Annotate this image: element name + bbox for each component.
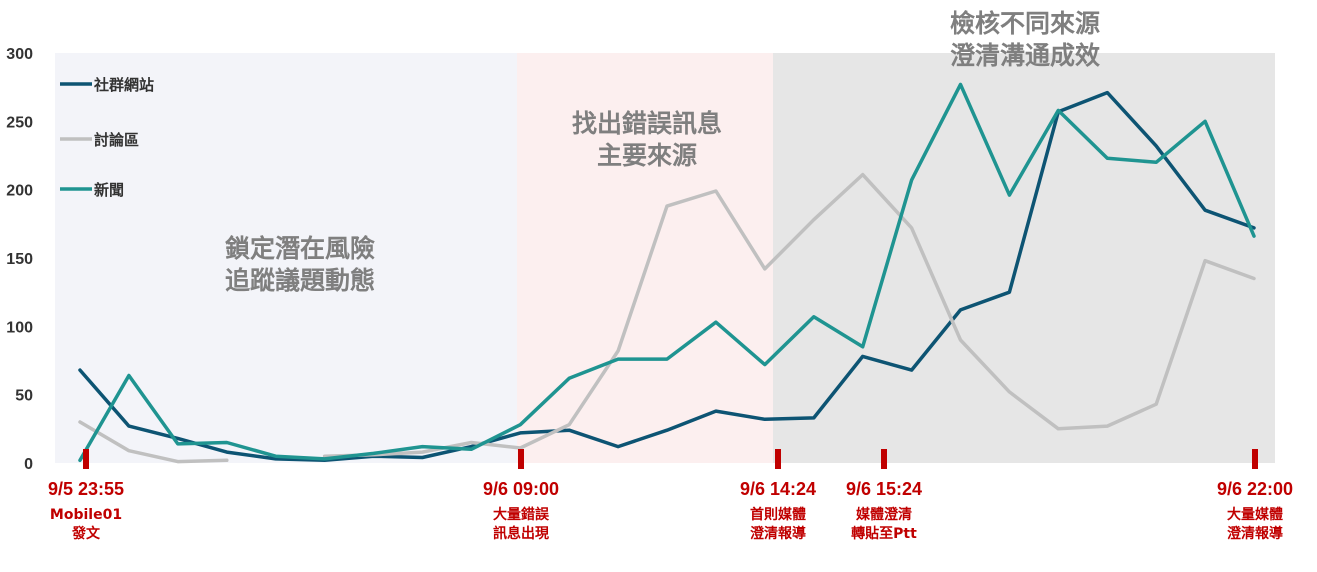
event-description: 媒體澄清	[855, 506, 912, 523]
y-tick-label: 100	[6, 319, 33, 336]
event-description: 澄清報導	[1227, 525, 1283, 542]
event-description: 轉貼至Ptt	[851, 525, 917, 542]
phase-label: 找出錯誤訊息	[572, 109, 722, 138]
event-marker	[775, 449, 781, 469]
event-description: 發文	[71, 525, 101, 542]
y-tick-label: 200	[6, 183, 33, 200]
phase-label: 澄清溝通成效	[950, 41, 1100, 70]
event-description: 大量錯誤	[493, 506, 550, 523]
phase-label: 主要來源	[597, 141, 697, 170]
event-time-label: 9/5 23:55	[48, 479, 124, 499]
y-tick-label: 150	[6, 251, 33, 268]
event-time-label: 9/6 09:00	[483, 479, 559, 499]
event-description: 首則媒體	[750, 506, 806, 523]
y-tick-label: 50	[15, 388, 33, 405]
event-time-label: 9/6 22:00	[1217, 479, 1293, 499]
event-description: Mobile01	[50, 507, 122, 523]
event-time-label: 9/6 15:24	[846, 479, 922, 499]
legend-label-2: 討論區	[94, 131, 139, 149]
event-time-label: 9/6 14:24	[740, 479, 816, 499]
legend-label-3: 新聞	[94, 181, 124, 199]
event-marker	[1252, 449, 1258, 469]
y-tick-label: 250	[6, 114, 33, 131]
y-tick-label: 300	[6, 46, 33, 63]
event-description: 澄清報導	[750, 525, 806, 542]
phase-label: 鎖定潛在風險	[225, 234, 375, 263]
legend-label-1: 社群網站	[93, 76, 154, 94]
event-marker	[881, 449, 887, 469]
phase-band-1	[55, 53, 517, 463]
event-description: 大量媒體	[1227, 506, 1283, 523]
event-marker	[83, 449, 89, 469]
y-tick-label: 0	[24, 456, 33, 473]
phase-label: 追蹤議題動態	[225, 266, 375, 295]
phase-label: 檢核不同來源	[950, 9, 1100, 38]
phase-band-2	[517, 53, 773, 463]
phase-band-3	[773, 53, 1275, 463]
event-description: 訊息出現	[493, 525, 549, 542]
event-marker	[518, 449, 524, 469]
